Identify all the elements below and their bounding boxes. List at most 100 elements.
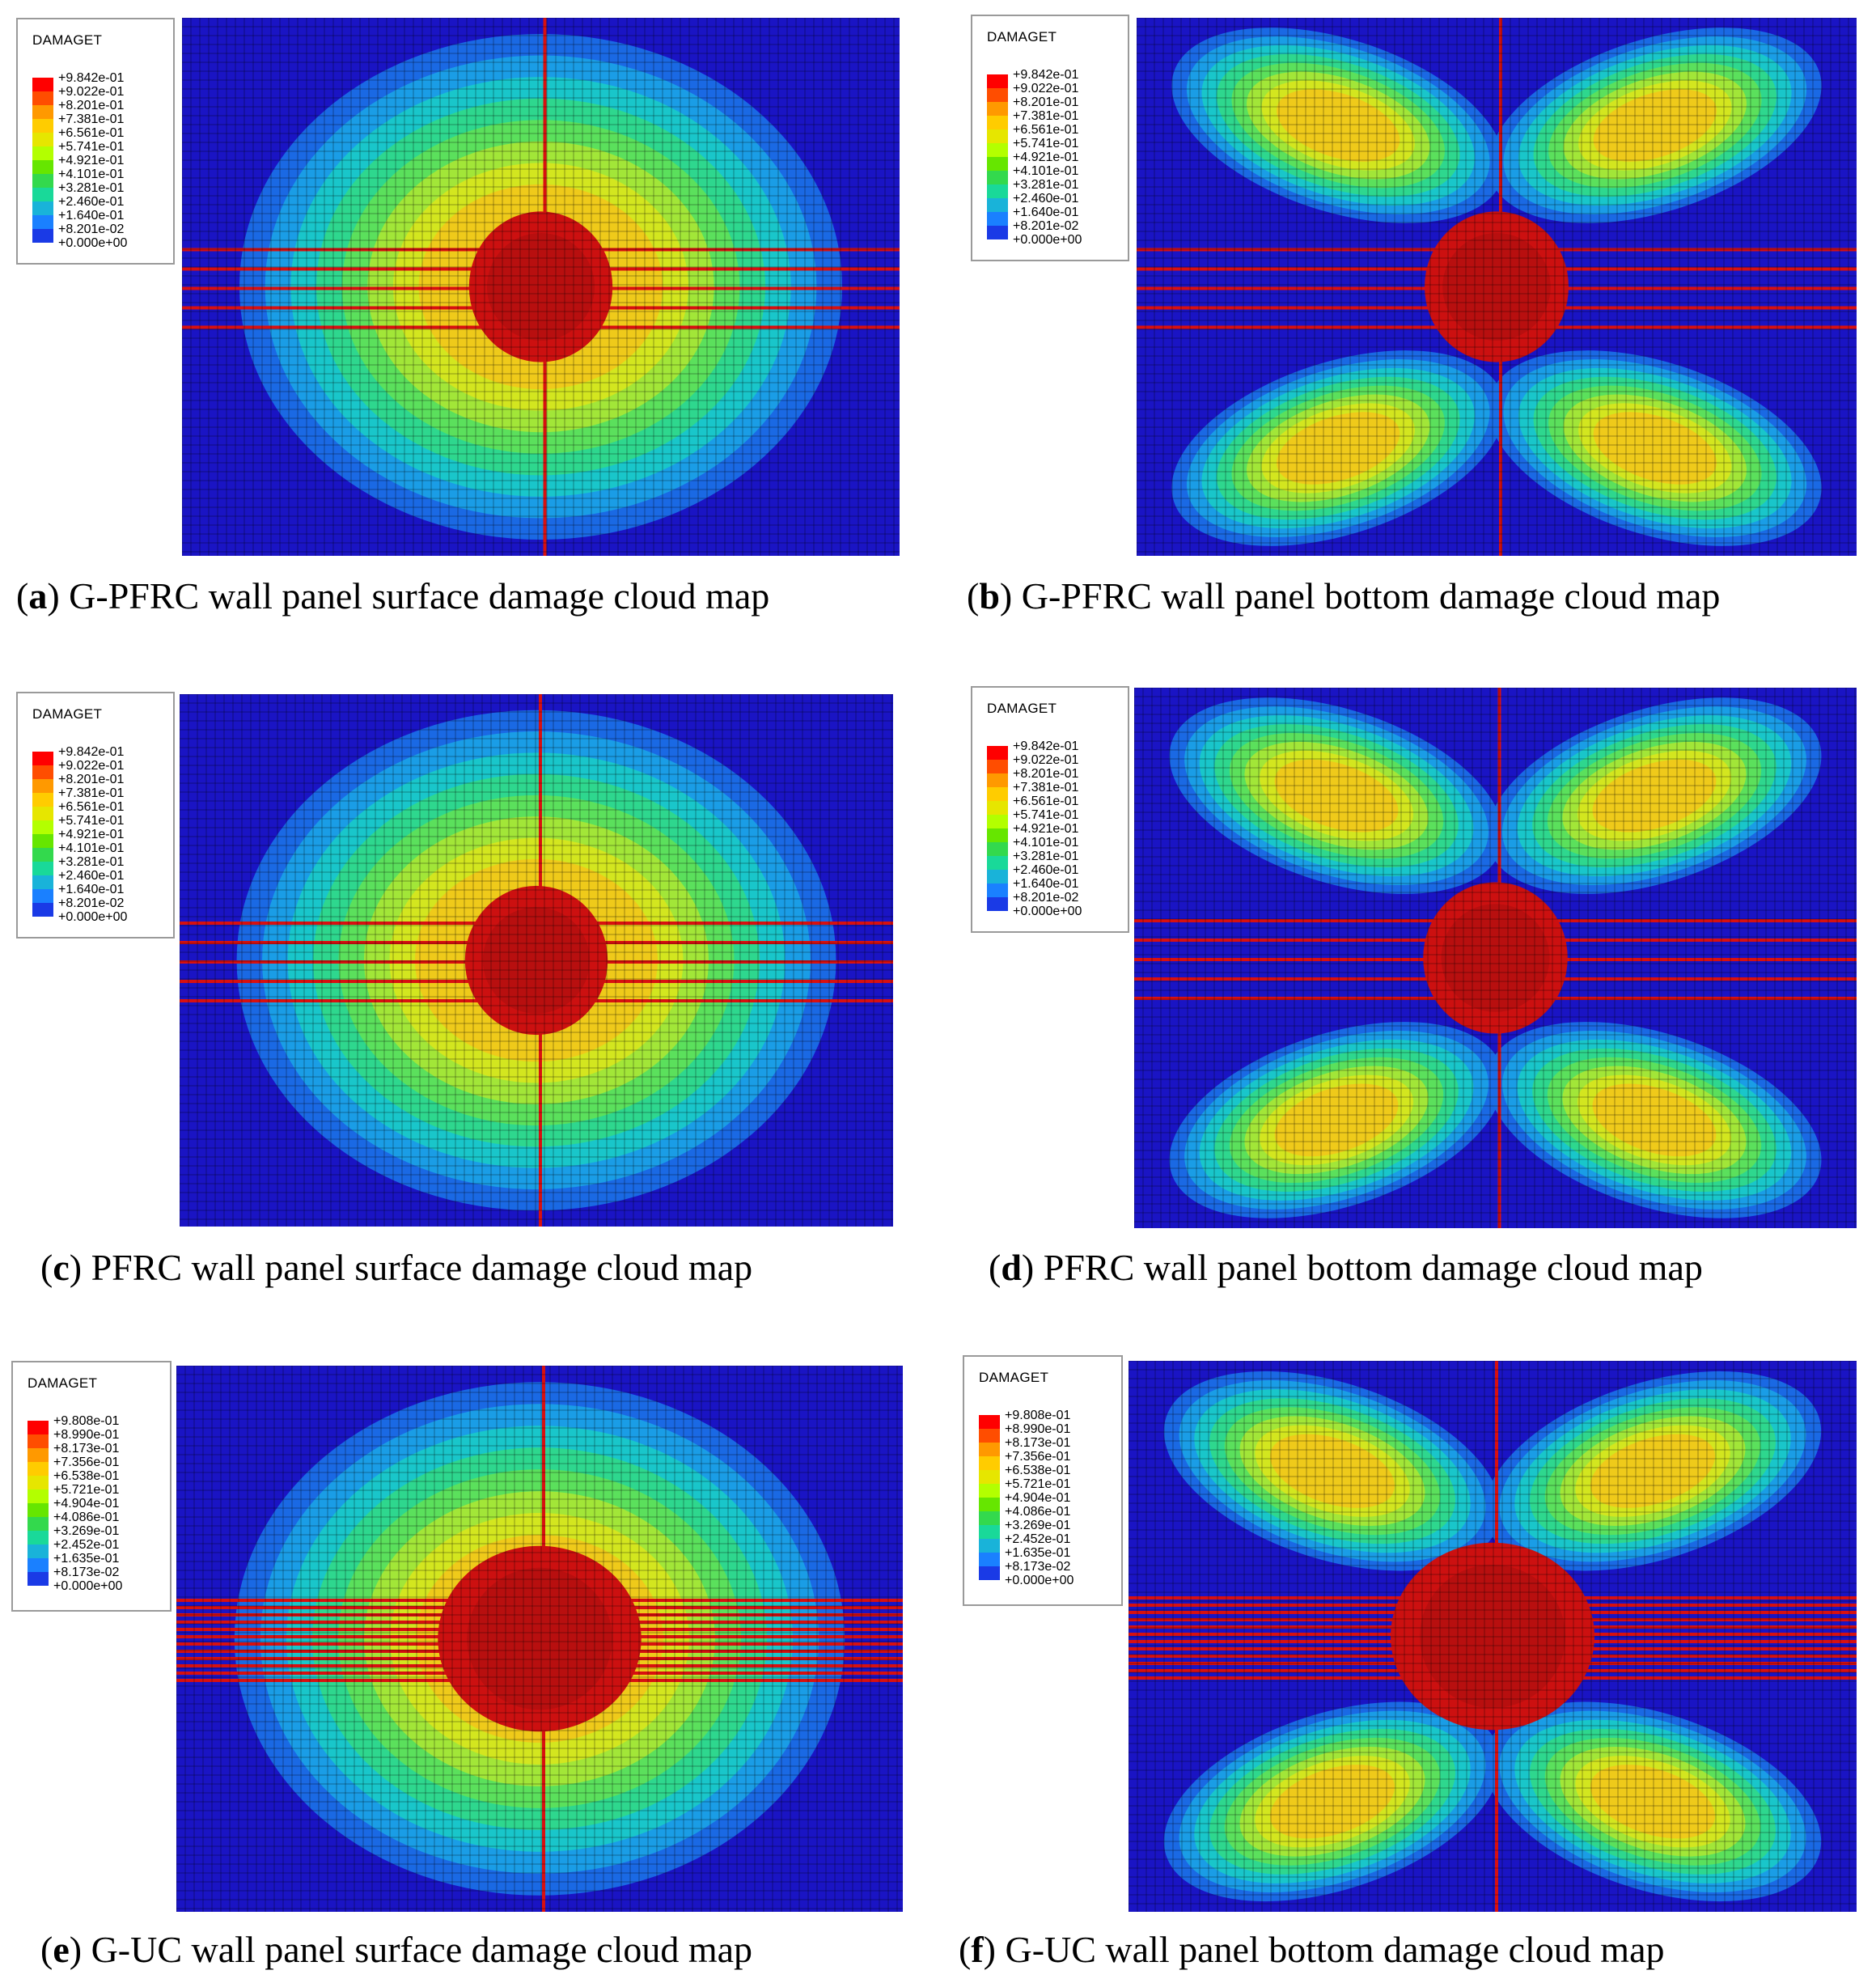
caption-letter: b [979, 575, 1000, 617]
legend-labels: +9.808e-01 +8.990e-01 +8.173e-01 +7.356e… [53, 1414, 122, 1593]
caption-text: PFRC wall panel surface damage cloud map [91, 1247, 753, 1288]
caption-e: (e) G-UC wall panel surface damage cloud… [40, 1929, 753, 1970]
caption-letter: c [53, 1247, 70, 1288]
legend-value: +1.640e-01 [1013, 877, 1079, 891]
legend-swatch [979, 1415, 1000, 1429]
legend-value: +3.269e-01 [53, 1524, 120, 1538]
contour-plot [182, 18, 900, 556]
legend-swatch [32, 834, 53, 848]
legend-title: DAMAGET [28, 1375, 98, 1391]
legend-swatch [987, 746, 1008, 760]
legend-swatch [28, 1489, 49, 1503]
legend-value: +8.173e-01 [1005, 1436, 1071, 1450]
legend-swatch [28, 1544, 49, 1558]
contour-plot [1129, 1361, 1857, 1912]
legend-value: +5.741e-01 [58, 814, 125, 828]
legend-value: +9.808e-01 [53, 1414, 120, 1428]
legend-swatch [979, 1484, 1000, 1498]
legend-swatch [987, 856, 1008, 870]
legend-swatch [987, 198, 1008, 212]
legend-colorbar [32, 78, 53, 243]
legend-value: +7.356e-01 [1005, 1450, 1071, 1464]
legend-swatch [987, 773, 1008, 787]
damage-map-f [1129, 1361, 1857, 1912]
legend-value: +0.000e+00 [1013, 905, 1082, 918]
damage-map-e [176, 1366, 903, 1912]
legend-value: +4.101e-01 [1013, 164, 1079, 178]
legend-labels: +9.842e-01 +9.022e-01 +8.201e-01 +7.381e… [1013, 739, 1082, 918]
legend-title: DAMAGET [987, 701, 1057, 716]
legend-swatch [32, 765, 53, 779]
legend-value: +9.842e-01 [1013, 68, 1079, 82]
contour-plot [1137, 18, 1857, 556]
legend-swatch [987, 828, 1008, 842]
legend-value: +4.101e-01 [58, 167, 125, 181]
legend-swatch [987, 801, 1008, 815]
legend-swatch [32, 862, 53, 875]
legend-swatch [979, 1511, 1000, 1525]
damage-map-c [180, 694, 893, 1227]
legend-swatch [987, 815, 1008, 828]
legend-swatch [987, 184, 1008, 198]
legend-swatch [32, 146, 53, 160]
legend-swatch [979, 1525, 1000, 1539]
legend-swatch [32, 174, 53, 188]
caption-a: (a) G-PFRC wall panel surface damage clo… [16, 575, 770, 617]
legend-value: +1.640e-01 [58, 883, 125, 896]
legend-value: +2.460e-01 [58, 869, 125, 883]
legend-swatch [979, 1539, 1000, 1553]
legend-value: +3.269e-01 [1005, 1519, 1071, 1532]
legend-value: +2.452e-01 [53, 1538, 120, 1552]
legend-value: +0.000e+00 [1013, 233, 1082, 247]
legend-value: +9.022e-01 [1013, 753, 1079, 767]
legend-value: +0.000e+00 [58, 910, 128, 924]
legend-swatch [28, 1531, 49, 1544]
caption-text: PFRC wall panel bottom damage cloud map [1043, 1247, 1703, 1288]
legend-value: +8.990e-01 [1005, 1422, 1071, 1436]
legend-swatch [987, 212, 1008, 226]
legend-value: +0.000e+00 [1005, 1574, 1074, 1587]
legend-value: +5.741e-01 [58, 140, 125, 154]
legend-value: +9.842e-01 [1013, 739, 1079, 753]
legend-value: +6.561e-01 [58, 126, 125, 140]
legend-colorbar [987, 746, 1008, 911]
legend-value: +3.281e-01 [58, 181, 125, 195]
legend-swatch [979, 1470, 1000, 1484]
legend-swatch [979, 1566, 1000, 1580]
legend-swatch [32, 188, 53, 201]
legend-swatch [28, 1434, 49, 1448]
legend-value: +6.538e-01 [53, 1469, 120, 1483]
legend-a: DAMAGET +9.842e-01 +9.022e-01 +8.201e-01… [16, 18, 175, 265]
damage-map-d [1134, 688, 1857, 1228]
legend-value: +6.561e-01 [1013, 123, 1079, 137]
caption-text: G-PFRC wall panel surface damage cloud m… [69, 575, 770, 617]
legend-swatch [32, 903, 53, 917]
legend-swatch [979, 1456, 1000, 1470]
legend-value: +1.640e-01 [58, 209, 125, 222]
legend-swatch [979, 1498, 1000, 1511]
legend-value: +8.201e-01 [58, 99, 125, 112]
legend-swatch [987, 88, 1008, 102]
legend-colorbar [987, 74, 1008, 239]
legend-d: DAMAGET +9.842e-01 +9.022e-01 +8.201e-01… [971, 686, 1129, 933]
legend-swatch [979, 1429, 1000, 1443]
legend-labels: +9.808e-01 +8.990e-01 +8.173e-01 +7.356e… [1005, 1409, 1074, 1587]
legend-value: +5.741e-01 [1013, 137, 1079, 150]
legend-swatch [32, 91, 53, 105]
legend-swatch [987, 842, 1008, 856]
legend-swatch [28, 1517, 49, 1531]
legend-swatch [32, 848, 53, 862]
legend-swatch [32, 779, 53, 793]
legend-value: +4.086e-01 [1005, 1505, 1071, 1519]
legend-labels: +9.842e-01 +9.022e-01 +8.201e-01 +7.381e… [58, 71, 127, 250]
legend-value: +3.281e-01 [1013, 850, 1079, 863]
legend-swatch [32, 78, 53, 91]
legend-value: +9.808e-01 [1005, 1409, 1071, 1422]
contour-plot [176, 1366, 903, 1912]
legend-value: +6.561e-01 [1013, 794, 1079, 808]
legend-value: +7.381e-01 [1013, 781, 1079, 794]
legend-swatch [979, 1443, 1000, 1456]
legend-value: +9.022e-01 [58, 85, 125, 99]
legend-value: +2.460e-01 [1013, 192, 1079, 206]
legend-title: DAMAGET [979, 1370, 1049, 1385]
